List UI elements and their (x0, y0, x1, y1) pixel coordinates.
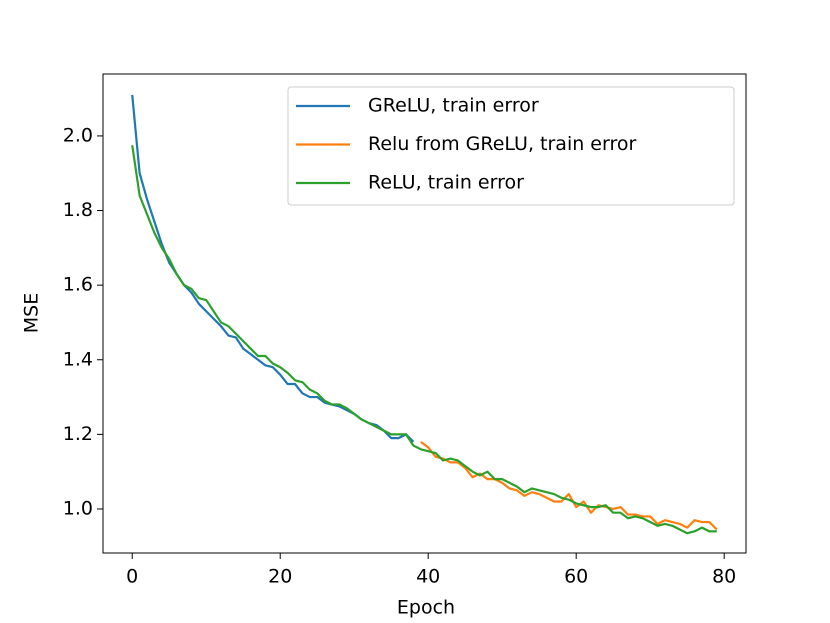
legend-box (287, 86, 735, 206)
series-line (420, 440, 718, 531)
y-tick-label: 2.0 (63, 124, 93, 146)
x-axis-label: Epoch (397, 597, 455, 619)
legend: GReLU, train error Relu from GReLU, train… (287, 86, 735, 206)
y-tick-label: 1.4 (63, 348, 93, 370)
x-tick-label: 20 (268, 566, 292, 588)
series-line (131, 145, 717, 535)
x-tick-label: 80 (712, 566, 736, 588)
legend-label: ReLU, train error (368, 172, 524, 194)
x-tick-label: 40 (416, 566, 440, 588)
y-axis-label: MSE (21, 293, 43, 333)
y-tick-label: 1.8 (63, 199, 93, 221)
legend-label: Relu from GReLU, train error (368, 133, 636, 155)
y-tick-label: 1.6 (63, 274, 93, 296)
y-tick-label: 1.0 (63, 497, 93, 519)
legend-label: GReLU, train error (368, 95, 539, 117)
axes-frame (102, 73, 747, 554)
x-tick-label: 60 (564, 566, 588, 588)
y-tick-label: 1.2 (63, 423, 93, 445)
x-tick-label: 0 (126, 566, 138, 588)
